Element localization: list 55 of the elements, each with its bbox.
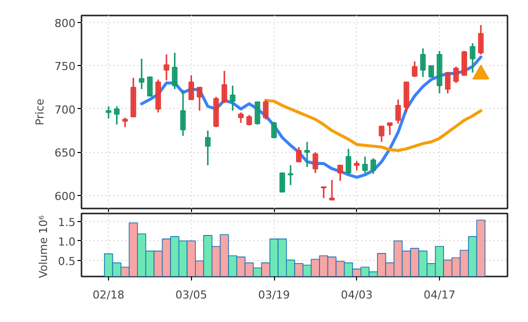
candlestick [312,151,318,174]
candlestick [188,74,194,100]
candlestick [180,89,186,137]
y-tick-label: 1.5 [58,216,76,229]
candlestick [238,112,244,124]
candlestick [138,58,144,90]
candlestick [271,121,277,140]
y-tick-label: 600 [54,190,76,204]
candlestick [444,72,451,94]
candlestick [346,148,352,174]
line-series [264,98,482,152]
y-tick-label: 750 [54,60,76,74]
candlestick [395,98,401,124]
x-tick-label: 03/19 [258,288,290,302]
candlestick [329,179,335,201]
y-tick-label: 700 [54,103,76,116]
y-axis-title: Price [34,98,47,126]
candlestick [172,52,178,90]
candlestick [205,130,211,166]
candlestick [122,116,128,128]
y-tick-label: 650 [54,146,76,160]
candlestick [164,54,170,82]
candlestick [470,42,476,74]
candlestick [428,64,434,78]
y-tick-label: 1.0 [58,235,76,248]
x-tick-label: 03/05 [175,288,208,302]
candlestick [420,48,426,78]
y-tick-label: 800 [54,16,76,30]
candlestick [296,146,302,163]
x-tick-label: 04/17 [424,288,456,302]
candlestick [478,24,484,56]
candlestick [262,100,269,120]
candlestick [246,114,252,126]
candlestick [230,84,236,112]
y-axis-title: Volume 10⁶ [37,214,50,278]
candlestick [362,156,368,174]
x-tick-label: 02/18 [92,288,124,302]
candlestick [337,164,343,182]
candlestick [222,70,228,104]
candlestick [304,141,310,168]
candlestick [378,126,384,143]
candlestick [196,86,202,112]
candlestick [106,106,112,120]
y-tick-label: 0.5 [58,254,76,268]
candlestick [453,66,459,84]
candlestick [147,76,153,97]
candlestick [114,106,120,126]
x-tick-label: 04/03 [340,288,373,302]
candlestick [354,160,360,172]
candlestick [462,50,468,76]
candlestick [370,158,376,175]
candlestick [254,101,260,126]
candlestick [412,60,418,78]
candlestick [280,172,286,193]
candlestick [387,122,393,136]
